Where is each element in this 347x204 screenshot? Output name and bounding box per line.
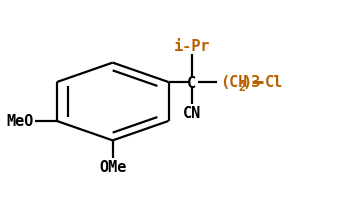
- Text: CN: CN: [183, 105, 201, 120]
- Text: OMe: OMe: [99, 159, 126, 174]
- Text: (CH: (CH: [220, 74, 247, 89]
- Text: MeO: MeO: [7, 114, 34, 129]
- Text: 2: 2: [238, 80, 245, 93]
- Text: i-Pr: i-Pr: [174, 39, 210, 54]
- Text: Cl: Cl: [264, 74, 283, 89]
- Text: )3: )3: [242, 74, 261, 89]
- Text: C: C: [187, 75, 196, 90]
